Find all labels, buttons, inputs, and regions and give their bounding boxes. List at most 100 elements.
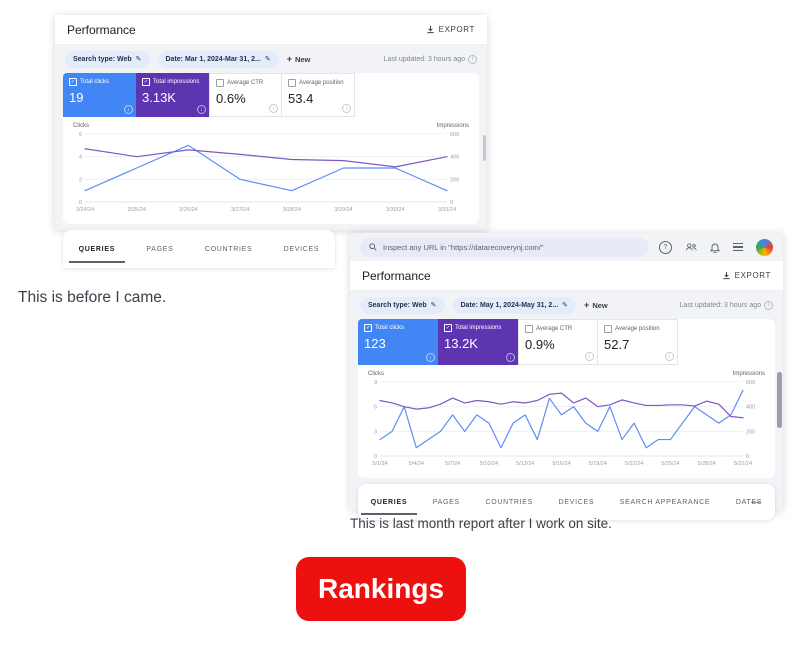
edit-icon: ✎ bbox=[430, 302, 437, 309]
metric-card-total-impressions[interactable]: ✓ Total impressions 3.13K i bbox=[136, 73, 209, 117]
right-axis-label: Impressions bbox=[732, 371, 765, 377]
date-range-chip[interactable]: Date: May 1, 2024-May 31, 2... ✎ bbox=[452, 296, 577, 314]
info-icon: i bbox=[269, 104, 278, 113]
gsc-screenshot-before: Performance EXPORT Search type: Web ✎ Da… bbox=[55, 15, 487, 230]
metric-card-total-clicks[interactable]: ✓ Total clicks 19 i bbox=[63, 73, 136, 117]
new-filter-button[interactable]: + New bbox=[584, 300, 608, 310]
performance-header: Performance EXPORT bbox=[350, 261, 783, 291]
people-icon[interactable] bbox=[685, 242, 697, 252]
svg-text:0: 0 bbox=[450, 200, 453, 206]
tab-queries[interactable]: QUERIES bbox=[360, 484, 418, 520]
export-button[interactable]: EXPORT bbox=[722, 271, 771, 280]
scrollbar-thumb[interactable] bbox=[777, 372, 782, 428]
svg-text:5/16/24: 5/16/24 bbox=[552, 461, 570, 467]
metrics-chart-panel: ✓ Total clicks 123 i ✓ Total impressions… bbox=[358, 319, 775, 478]
new-filter-button[interactable]: + New bbox=[286, 54, 311, 64]
svg-text:5/4/24: 5/4/24 bbox=[409, 461, 424, 467]
svg-text:0: 0 bbox=[374, 454, 377, 460]
svg-text:200: 200 bbox=[450, 177, 459, 183]
left-axis-label: Clicks bbox=[368, 371, 384, 377]
tab-pages[interactable]: PAGES bbox=[146, 245, 174, 253]
checkbox-checked-icon[interactable]: ✓ bbox=[142, 78, 150, 86]
tab-search-appearance[interactable]: SEARCH APPEARANCE bbox=[619, 498, 711, 506]
checkbox-checked-icon[interactable]: ✓ bbox=[444, 324, 452, 332]
search-type-chip[interactable]: Search type: Web ✎ bbox=[65, 50, 150, 68]
metric-card-average-ctr[interactable]: Average CTR 0.6% i bbox=[209, 73, 282, 117]
search-type-chip[interactable]: Search type: Web ✎ bbox=[360, 296, 445, 314]
tab-pages[interactable]: PAGES bbox=[432, 498, 460, 506]
svg-text:0: 0 bbox=[746, 454, 749, 460]
svg-text:600: 600 bbox=[450, 132, 459, 138]
dimension-tabs-after: QUERIES PAGES COUNTRIES DEVICES SEARCH A… bbox=[358, 484, 775, 520]
add-icon: + bbox=[286, 54, 292, 64]
tab-devices[interactable]: DEVICES bbox=[558, 498, 595, 506]
svg-text:3/25/24: 3/25/24 bbox=[128, 207, 146, 213]
checkbox-unchecked-icon[interactable] bbox=[525, 325, 533, 333]
metric-card-total-clicks[interactable]: ✓ Total clicks 123 i bbox=[358, 319, 438, 365]
checkbox-unchecked-icon[interactable] bbox=[288, 79, 296, 87]
help-icon[interactable]: ? bbox=[659, 240, 672, 254]
checkbox-unchecked-icon[interactable] bbox=[216, 79, 224, 87]
svg-text:3/27/24: 3/27/24 bbox=[231, 207, 249, 213]
apps-menu-icon[interactable] bbox=[733, 242, 743, 252]
caption-after: This is last month report after I work o… bbox=[350, 516, 612, 531]
url-inspect-input[interactable]: Inspect any URL in "https://datarecovery… bbox=[360, 237, 649, 257]
export-button[interactable]: EXPORT bbox=[426, 25, 475, 34]
svg-text:400: 400 bbox=[450, 155, 459, 161]
info-icon: i bbox=[764, 300, 773, 310]
performance-header: Performance EXPORT bbox=[55, 15, 487, 45]
caption-before: This is before I came. bbox=[18, 289, 167, 306]
metric-card-total-impressions[interactable]: ✓ Total impressions 13.2K i bbox=[438, 319, 518, 365]
tab-countries[interactable]: COUNTRIES bbox=[204, 245, 253, 253]
svg-text:5/10/24: 5/10/24 bbox=[480, 461, 498, 467]
metric-value: 53.4 bbox=[288, 91, 314, 106]
svg-text:5/1/24: 5/1/24 bbox=[372, 461, 387, 467]
svg-text:600: 600 bbox=[746, 380, 755, 386]
svg-text:5/7/24: 5/7/24 bbox=[445, 461, 460, 467]
bell-icon[interactable] bbox=[710, 242, 720, 253]
left-axis-label: Clicks bbox=[73, 123, 89, 129]
svg-text:6: 6 bbox=[79, 132, 82, 138]
last-updated: Last updated: 3 hours ago i bbox=[384, 54, 477, 64]
svg-text:400: 400 bbox=[746, 405, 755, 411]
rankings-button[interactable]: Rankings bbox=[296, 557, 466, 621]
metric-card-average-position[interactable]: Average position 52.7 i bbox=[598, 319, 678, 365]
performance-chart-before: 0 0 2 200 4 400 6 600 3/24/24 3/25/24 3/26/24 3/27/… bbox=[76, 132, 459, 213]
page-title: Performance bbox=[362, 268, 431, 283]
dimension-tabs-before: QUERIES PAGES COUNTRIES DEVICES bbox=[63, 230, 335, 268]
svg-text:200: 200 bbox=[746, 429, 755, 435]
edit-icon: ✎ bbox=[562, 302, 569, 309]
svg-text:9: 9 bbox=[374, 380, 377, 386]
metrics-chart-panel: ✓ Total clicks 19 i ✓ Total impressions … bbox=[63, 73, 479, 224]
tab-queries[interactable]: QUERIES bbox=[68, 230, 126, 268]
info-icon: i bbox=[585, 352, 594, 361]
checkbox-checked-icon[interactable]: ✓ bbox=[364, 324, 372, 332]
metric-value: 13.2K bbox=[444, 336, 478, 351]
last-updated: Last updated: 3 hours ago i bbox=[680, 300, 773, 310]
svg-text:4: 4 bbox=[79, 155, 82, 161]
metric-value: 0.6% bbox=[216, 91, 246, 106]
metric-value: 0.9% bbox=[525, 337, 555, 352]
chart-axis-labels: Clicks Impressions bbox=[63, 117, 479, 129]
download-icon bbox=[426, 25, 434, 34]
page-title: Performance bbox=[67, 22, 136, 37]
svg-text:5/31/24: 5/31/24 bbox=[734, 461, 752, 467]
add-icon: + bbox=[584, 300, 590, 310]
metric-card-average-ctr[interactable]: Average CTR 0.9% i bbox=[518, 319, 598, 365]
checkbox-checked-icon[interactable]: ✓ bbox=[69, 78, 77, 86]
svg-text:5/25/24: 5/25/24 bbox=[661, 461, 679, 467]
checkbox-unchecked-icon[interactable] bbox=[604, 325, 612, 333]
date-range-chip[interactable]: Date: Mar 1, 2024-Mar 31, 2... ✎ bbox=[157, 50, 279, 68]
tab-devices[interactable]: DEVICES bbox=[283, 245, 320, 253]
svg-text:3/28/24: 3/28/24 bbox=[283, 207, 301, 213]
tab-dates[interactable]: DATES bbox=[735, 498, 763, 506]
scrollbar-thumb[interactable] bbox=[483, 135, 486, 161]
search-console-topbar: Inspect any URL in "https://datarecovery… bbox=[350, 233, 783, 261]
metric-card-average-position[interactable]: Average position 53.4 i bbox=[282, 73, 355, 117]
avatar[interactable] bbox=[756, 238, 773, 256]
svg-text:3/30/24: 3/30/24 bbox=[386, 207, 404, 213]
svg-text:5/22/24: 5/22/24 bbox=[625, 461, 643, 467]
tab-countries[interactable]: COUNTRIES bbox=[485, 498, 533, 506]
info-icon: i bbox=[506, 353, 515, 362]
metric-value: 52.7 bbox=[604, 337, 630, 352]
